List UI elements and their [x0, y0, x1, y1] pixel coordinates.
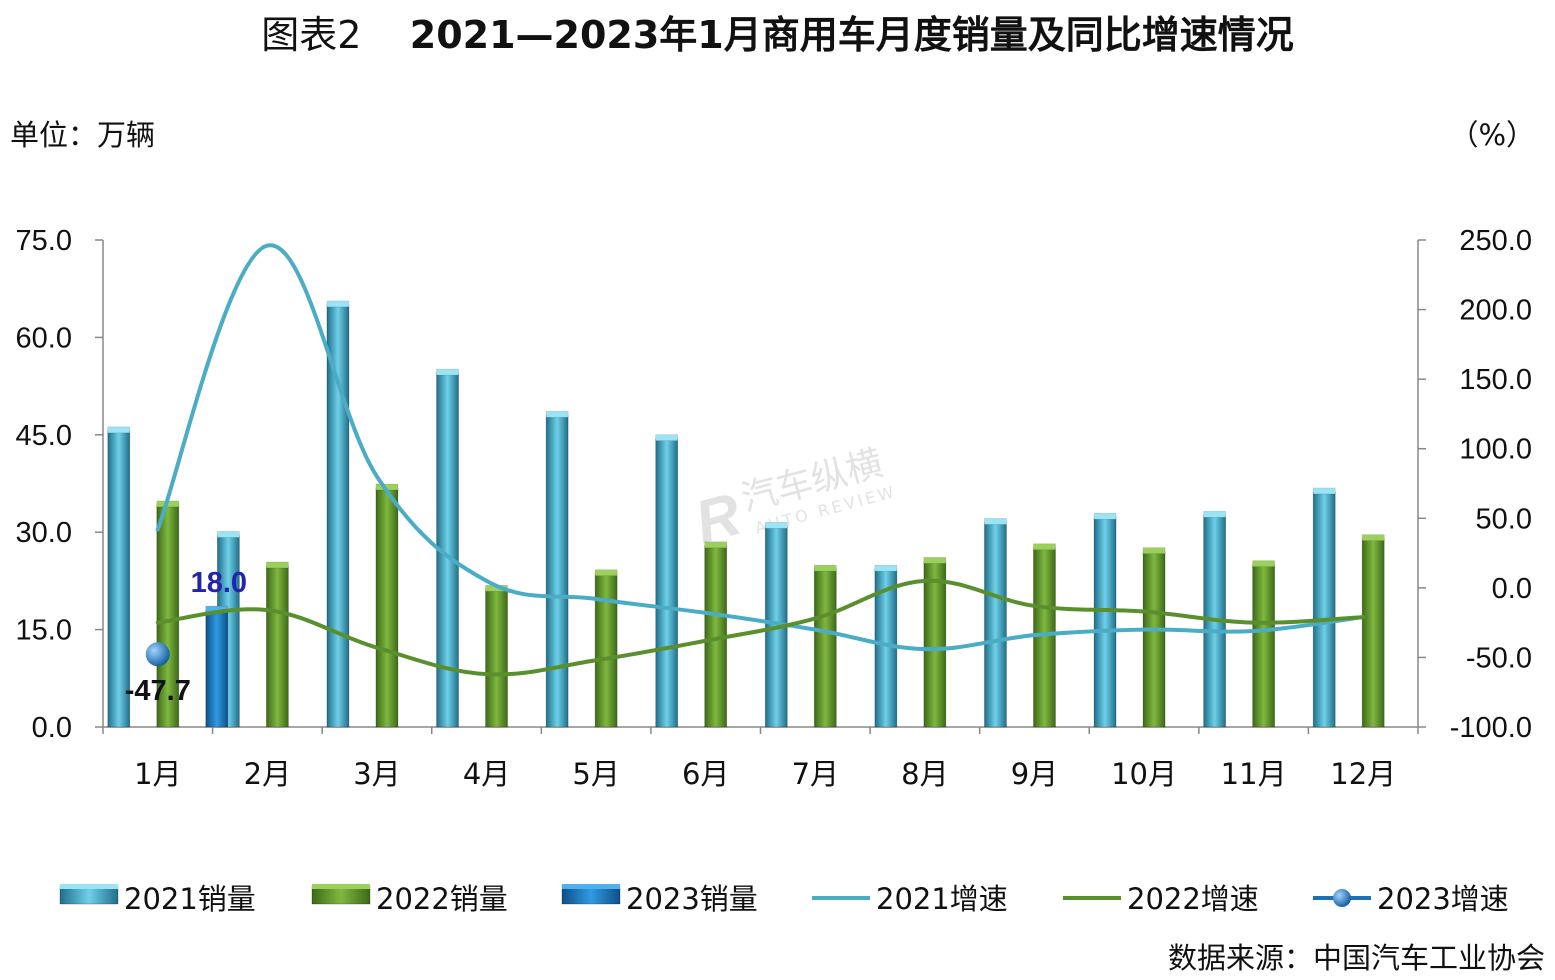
- bar-cap-2021销量: [545, 411, 569, 418]
- bar-2022销量: [1142, 551, 1166, 728]
- chart-main-title: 2021—2023年1月商用车月度销量及同比增速情况: [409, 13, 1294, 57]
- legend-marker-2023增速: [1333, 889, 1351, 907]
- point-2023增速: [145, 642, 170, 667]
- axes: 0.0 15.0 30.0 45.0 60.0 75.0 -100.0 -50.0 0.0 50.…: [16, 225, 1532, 791]
- right-tick-label: 50.0: [1476, 503, 1532, 535]
- label-2023-growth: -47.7: [125, 675, 191, 707]
- bar-2022销量: [1033, 547, 1056, 728]
- bar-cap-2021销量: [217, 531, 240, 538]
- legend-swatch-cap-2022销量: [312, 884, 370, 889]
- left-tick-label: 45.0: [16, 420, 72, 452]
- x-tick-label: 3月: [353, 757, 400, 791]
- bar-2022销量: [1252, 564, 1276, 728]
- bar-cap-2022销量: [1361, 534, 1385, 541]
- data-source: 数据来源：中国汽车工业协会: [1167, 941, 1545, 975]
- bar-2021销量: [1093, 516, 1117, 728]
- bar-2022销量: [485, 588, 508, 728]
- right-tick-label: -100.0: [1450, 712, 1532, 744]
- left-tick-label: 30.0: [16, 517, 72, 549]
- bar-cap-2021销量: [1203, 511, 1226, 518]
- x-tick-label: 8月: [901, 757, 948, 791]
- bar-cap-2021销量: [1312, 487, 1336, 495]
- x-tick-label: 5月: [572, 757, 619, 791]
- bar-cap-2022销量: [266, 561, 289, 569]
- left-tick-label: 75.0: [16, 225, 72, 257]
- bar-cap-2022销量: [1252, 560, 1275, 567]
- label-2023-sales: 18.0: [191, 567, 247, 599]
- x-tick-label: 4月: [463, 757, 510, 791]
- legend-label-2021增速: 2021增速: [876, 882, 1008, 916]
- legend-label-2022增速: 2022增速: [1127, 882, 1259, 916]
- bar-2022销量: [923, 561, 947, 728]
- bar-2021销量: [1312, 491, 1336, 728]
- chart: R 汽车纵横 AUTO REVIEW 0.0 15.0 30.0 45.0 60.0 75…: [16, 225, 1532, 916]
- bar-cap-2022销量: [704, 541, 727, 549]
- figure-label: 图表2: [261, 13, 362, 57]
- right-tick-label: 0.0: [1492, 573, 1532, 605]
- left-tick-label: 15.0: [16, 615, 72, 647]
- right-tick-label: -50.0: [1466, 642, 1532, 674]
- bar-2022销量: [594, 573, 618, 728]
- bar-2022销量: [375, 487, 399, 728]
- bar-2021销量: [545, 414, 569, 728]
- bar-cap-2022销量: [814, 564, 837, 572]
- right-axis-unit: （%）: [1449, 118, 1535, 152]
- bar-cap-2022销量: [923, 557, 947, 564]
- bar-cap-2021销量: [765, 522, 788, 529]
- line-2021增速: [155, 243, 1366, 652]
- legend-label-2023销量: 2023销量: [626, 882, 758, 916]
- x-tick-label: 7月: [792, 757, 839, 791]
- left-tick-label: 60.0: [16, 322, 72, 354]
- x-tick-label: 10月: [1111, 757, 1177, 791]
- right-tick-label: 200.0: [1459, 295, 1532, 327]
- data-labels: 18.0 -47.7: [125, 567, 247, 707]
- bar-cap-2021销量: [326, 300, 350, 308]
- x-tick-label: 6月: [682, 757, 729, 791]
- bar-cap-2021销量: [655, 434, 678, 441]
- bar-2021销量: [984, 522, 1007, 728]
- chart-title: 图表2 2021—2023年1月商用车月度销量及同比增速情况: [0, 4, 1555, 59]
- legend-label-2021销量: 2021销量: [124, 882, 256, 916]
- left-tick-label: 0.0: [32, 712, 72, 744]
- bar-2022销量: [265, 565, 289, 728]
- right-tick-label: 100.0: [1459, 434, 1532, 466]
- bar-cap-2022销量: [594, 569, 618, 577]
- watermark: R 汽车纵横 AUTO REVIEW: [688, 443, 898, 556]
- bar-2021销量: [655, 438, 679, 728]
- legend-label-2023增速: 2023增速: [1377, 882, 1509, 916]
- right-tick-label: 150.0: [1459, 364, 1532, 396]
- line-2022增速: [155, 578, 1366, 677]
- bar-cap-2021销量: [984, 518, 1007, 525]
- bar-cap-2022销量: [1033, 543, 1056, 551]
- x-tick-label: 12月: [1330, 757, 1396, 791]
- bar-cap-2021销量: [874, 564, 898, 572]
- bar-cap-2022销量: [1142, 547, 1166, 554]
- bar-2023销量: [205, 609, 229, 728]
- bar-2022销量: [813, 568, 837, 728]
- legend: 2021销量 2022销量 2023销量 2021增速 2022增速 2023增速: [59, 882, 1509, 916]
- bar-cap-2021销量: [436, 368, 459, 376]
- bar-cap-2021销量: [107, 426, 131, 434]
- bar-2022销量: [1361, 538, 1385, 728]
- legend-label-2022销量: 2022销量: [376, 882, 508, 916]
- x-tick-label: 9月: [1011, 757, 1058, 791]
- lines: [145, 243, 1366, 677]
- left-axis-unit: 单位：万辆: [10, 118, 156, 152]
- bar-2021销量: [326, 304, 350, 728]
- legend-swatch-cap-2023销量: [562, 884, 620, 889]
- legend-swatch-cap-2021销量: [60, 884, 118, 889]
- right-tick-label: 250.0: [1459, 225, 1532, 257]
- bar-cap-2021销量: [1093, 513, 1117, 520]
- x-tick-label: 2月: [244, 757, 291, 791]
- x-tick-label: 11月: [1221, 757, 1287, 791]
- x-tick-label: 1月: [134, 757, 181, 791]
